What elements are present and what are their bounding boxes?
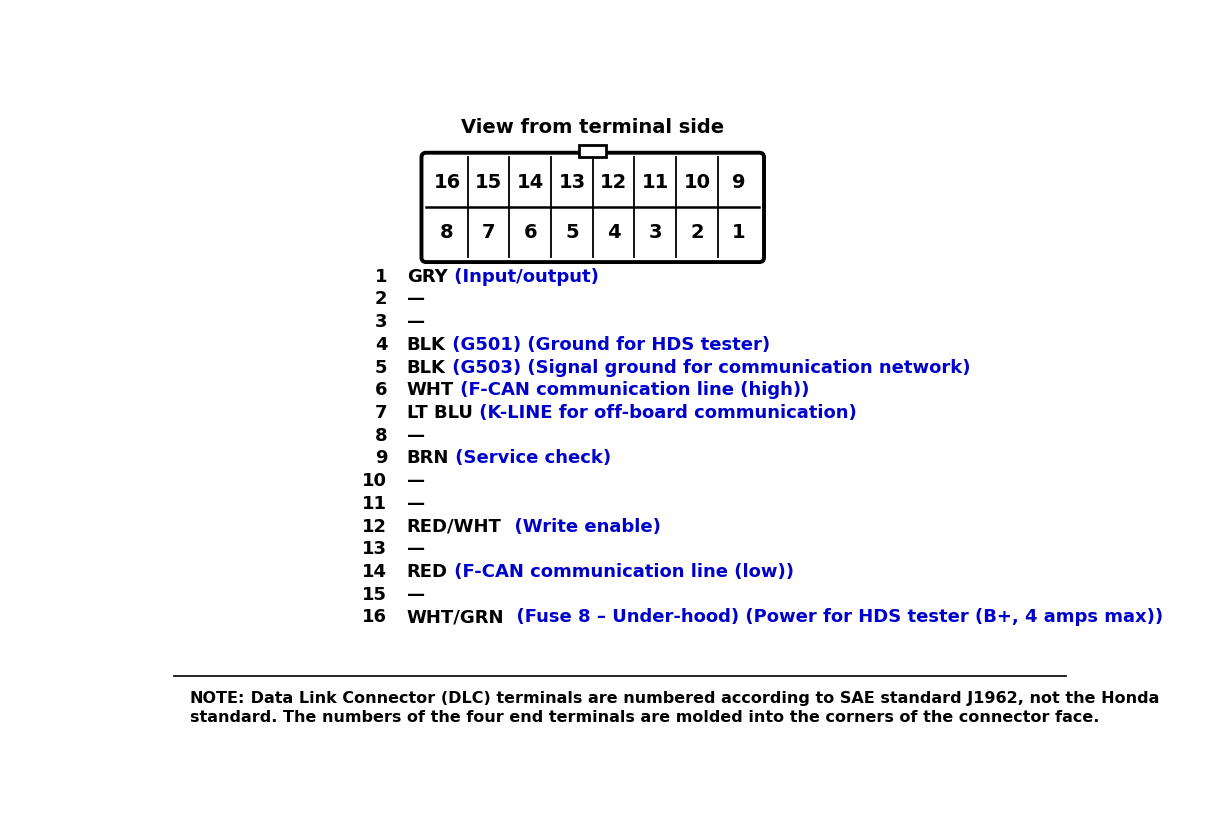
Text: 5: 5	[374, 359, 388, 377]
Text: 5: 5	[565, 223, 579, 242]
Text: BRN: BRN	[407, 449, 449, 467]
Text: 1: 1	[374, 268, 388, 286]
Text: 9: 9	[374, 449, 388, 467]
Text: 7: 7	[374, 404, 388, 422]
Text: (Write enable): (Write enable)	[501, 518, 661, 535]
Text: LT BLU: LT BLU	[407, 404, 472, 422]
Text: 4: 4	[606, 223, 621, 242]
Text: 4: 4	[374, 336, 388, 354]
Text: RED/WHT: RED/WHT	[407, 518, 501, 535]
Text: 9: 9	[732, 173, 745, 192]
Text: 1: 1	[732, 223, 745, 242]
Text: —: —	[407, 540, 425, 559]
Text: NOTE:: NOTE:	[190, 691, 245, 706]
Text: (F-CAN communication line (low)): (F-CAN communication line (low))	[448, 563, 794, 581]
Text: (G503) (Signal ground for communication network): (G503) (Signal ground for communication …	[446, 359, 970, 377]
Text: 14: 14	[362, 563, 388, 581]
Text: 7: 7	[482, 223, 495, 242]
Text: 11: 11	[641, 173, 669, 192]
Text: —: —	[407, 290, 425, 309]
Text: 2: 2	[374, 290, 388, 309]
Text: (G501) (Ground for HDS tester): (G501) (Ground for HDS tester)	[446, 336, 769, 354]
Text: 13: 13	[362, 540, 388, 559]
Text: RED: RED	[407, 563, 448, 581]
Text: —: —	[407, 427, 425, 445]
Text: —: —	[407, 495, 425, 513]
Text: —: —	[407, 472, 425, 491]
Text: 6: 6	[523, 223, 538, 242]
Text: Data Link Connector (DLC) terminals are numbered according to SAE standard J1962: Data Link Connector (DLC) terminals are …	[245, 691, 1160, 706]
Text: 15: 15	[475, 173, 503, 192]
Text: 12: 12	[362, 518, 388, 535]
Text: 12: 12	[600, 173, 627, 192]
Text: WHT: WHT	[407, 381, 454, 399]
Text: 6: 6	[374, 381, 388, 399]
Text: 13: 13	[558, 173, 586, 192]
Text: 14: 14	[517, 173, 544, 192]
Text: 15: 15	[362, 586, 388, 603]
Text: 16: 16	[362, 608, 388, 627]
Text: BLK: BLK	[407, 359, 446, 377]
Text: 2: 2	[690, 223, 704, 242]
Text: (K-LINE for off-board communication): (K-LINE for off-board communication)	[472, 404, 856, 422]
Text: 3: 3	[374, 313, 388, 331]
Text: 10: 10	[684, 173, 710, 192]
Text: 10: 10	[362, 472, 388, 491]
Bar	[579, 145, 606, 158]
Text: BLK: BLK	[407, 336, 446, 354]
Text: (Service check): (Service check)	[449, 449, 611, 467]
Text: —: —	[407, 586, 425, 603]
Text: View from terminal side: View from terminal side	[461, 119, 725, 137]
Text: 11: 11	[362, 495, 388, 513]
Text: standard. The numbers of the four end terminals are molded into the corners of t: standard. The numbers of the four end te…	[190, 710, 1099, 725]
Text: (Fuse 8 – Under-hood) (Power for HDS tester (B+, 4 amps max)): (Fuse 8 – Under-hood) (Power for HDS tes…	[504, 608, 1163, 627]
Text: 16: 16	[434, 173, 460, 192]
Text: 8: 8	[374, 427, 388, 445]
Text: —: —	[407, 313, 425, 331]
Text: WHT/GRN: WHT/GRN	[407, 608, 504, 627]
Text: GRY: GRY	[407, 268, 447, 286]
FancyBboxPatch shape	[422, 153, 763, 262]
Text: 3: 3	[649, 223, 662, 242]
Text: (Input/output): (Input/output)	[447, 268, 598, 286]
Text: (F-CAN communication line (high)): (F-CAN communication line (high))	[454, 381, 809, 399]
Text: 8: 8	[440, 223, 454, 242]
